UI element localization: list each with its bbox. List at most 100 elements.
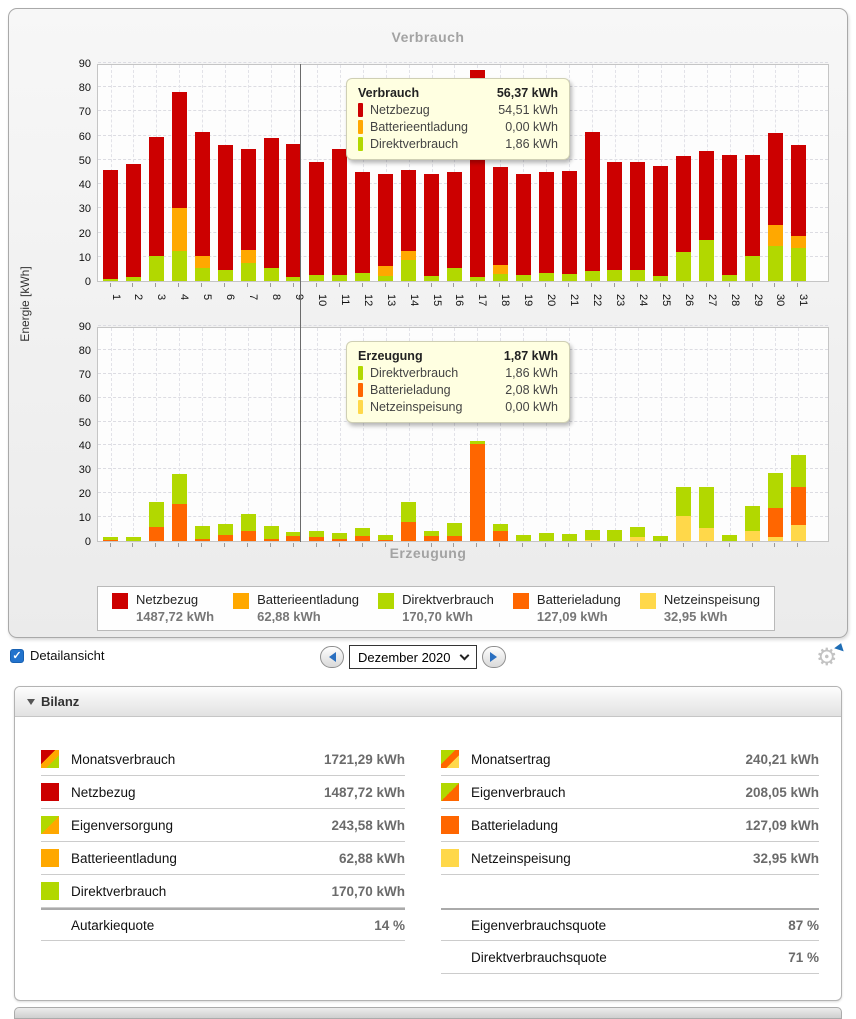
bar-segment-direktverbrauch-day30[interactable]: [767, 245, 783, 281]
bar-segment-batterieentladung-day7[interactable]: [240, 249, 256, 263]
bar-segment-netzeinspeisung-day31[interactable]: [790, 525, 806, 541]
bar-segment-netzbezug-day1[interactable]: [103, 169, 118, 279]
bar-segment-direktverbrauch-day23[interactable]: [607, 530, 623, 541]
bar-segment-batterieladung-day13[interactable]: [378, 539, 394, 541]
bar-segment-batterieladung-day11[interactable]: [332, 538, 348, 541]
bar-segment-direktverbrauch-day16[interactable]: [446, 523, 462, 537]
bar-segment-direktverbrauch-day3[interactable]: [148, 255, 164, 281]
bar-segment-netzbezug-day27[interactable]: [699, 151, 715, 240]
month-select[interactable]: Dezember 2020: [349, 645, 477, 669]
bar-segment-netzbezug-day28[interactable]: [722, 155, 738, 275]
bar-segment-direktverbrauch-day12[interactable]: [355, 527, 371, 537]
bar-segment-direktverbrauch-day15[interactable]: [424, 276, 440, 281]
bar-segment-batterieladung-day18[interactable]: [492, 531, 508, 541]
bar-segment-batterieladung-day5[interactable]: [194, 538, 210, 541]
bar-segment-direktverbrauch-day14[interactable]: [401, 501, 417, 522]
legend-item-netzbezug[interactable]: Netzbezug 1487,72 kWh: [112, 592, 214, 625]
bar-segment-netzbezug-day12[interactable]: [355, 172, 371, 273]
bar-segment-direktverbrauch-day28[interactable]: [722, 274, 738, 281]
bar-segment-netzeinspeisung-day29[interactable]: [745, 531, 761, 541]
bar-segment-netzbezug-day21[interactable]: [561, 170, 577, 274]
bar-segment-netzbezug-day25[interactable]: [653, 165, 669, 277]
bar-segment-batterieladung-day8[interactable]: [263, 538, 279, 541]
bar-segment-direktverbrauch-day21[interactable]: [561, 533, 577, 541]
bar-segment-netzbezug-day5[interactable]: [194, 132, 210, 256]
bar-segment-direktverbrauch-day24[interactable]: [630, 526, 646, 538]
bar-segment-direktverbrauch-day17[interactable]: [469, 277, 485, 281]
settings-button[interactable]: ⚙: [816, 641, 846, 673]
bilanz-header[interactable]: Bilanz: [15, 687, 841, 717]
bar-segment-direktverbrauch-day30[interactable]: [767, 472, 783, 508]
bar-segment-direktverbrauch-day14[interactable]: [401, 260, 417, 281]
bar-segment-netzbezug-day9[interactable]: [286, 144, 302, 277]
legend-item-direktverbrauch[interactable]: Direktverbrauch 170,70 kWh: [378, 592, 494, 625]
bar-segment-direktverbrauch-day19[interactable]: [515, 535, 531, 541]
bar-segment-batterieentladung-day13[interactable]: [378, 266, 394, 277]
bar-segment-direktverbrauch-day24[interactable]: [630, 270, 646, 281]
bar-segment-direktverbrauch-day19[interactable]: [515, 274, 531, 281]
bar-segment-batterieentladung-day5[interactable]: [194, 255, 210, 268]
bar-segment-batterieladung-day14[interactable]: [401, 521, 417, 541]
bar-segment-direktverbrauch-day29[interactable]: [745, 506, 761, 532]
bar-segment-direktverbrauch-day10[interactable]: [309, 274, 325, 281]
bar-segment-batterieladung-day17[interactable]: [469, 444, 485, 541]
bar-segment-batterieladung-day4[interactable]: [171, 503, 187, 541]
bar-segment-direktverbrauch-day6[interactable]: [217, 524, 233, 536]
bar-segment-direktverbrauch-day5[interactable]: [194, 267, 210, 281]
bar-segment-netzbezug-day26[interactable]: [676, 156, 692, 252]
bar-segment-direktverbrauch-day8[interactable]: [263, 525, 279, 539]
bar-segment-direktverbrauch-day2[interactable]: [125, 537, 141, 541]
bar-segment-batterieladung-day7[interactable]: [240, 531, 256, 541]
bar-segment-direktverbrauch-day11[interactable]: [332, 274, 348, 281]
bar-segment-direktverbrauch-day25[interactable]: [653, 276, 669, 281]
bar-segment-netzbezug-day19[interactable]: [515, 174, 531, 275]
bar-segment-direktverbrauch-day22[interactable]: [584, 530, 600, 540]
next-month-button[interactable]: [481, 646, 506, 668]
bar-segment-netzbezug-day2[interactable]: [125, 163, 141, 278]
bar-segment-batterieentladung-day30[interactable]: [767, 225, 783, 246]
bar-segment-direktverbrauch-day7[interactable]: [240, 513, 256, 532]
bar-segment-direktverbrauch-day25[interactable]: [653, 536, 669, 541]
bar-segment-direktverbrauch-day17[interactable]: [469, 440, 485, 445]
bar-segment-direktverbrauch-day13[interactable]: [378, 535, 394, 540]
bar-segment-batterieladung-day9[interactable]: [286, 536, 302, 541]
bar-segment-direktverbrauch-day23[interactable]: [607, 270, 623, 281]
bar-segment-batterieentladung-day18[interactable]: [492, 265, 508, 274]
legend-item-netzeinspeisung[interactable]: Netzeinspeisung 32,95 kWh: [639, 592, 760, 625]
bar-segment-batterieladung-day12[interactable]: [355, 536, 371, 541]
bar-segment-netzeinspeisung-day26[interactable]: [676, 515, 692, 541]
bar-segment-batterieentladung-day4[interactable]: [171, 208, 187, 251]
bar-segment-netzbezug-day3[interactable]: [148, 136, 164, 256]
bar-segment-direktverbrauch-day21[interactable]: [561, 273, 577, 281]
bar-segment-direktverbrauch-day10[interactable]: [309, 531, 325, 538]
bar-segment-direktverbrauch-day28[interactable]: [722, 535, 738, 541]
bar-segment-netzbezug-day4[interactable]: [171, 92, 187, 209]
bar-segment-direktverbrauch-day4[interactable]: [171, 474, 187, 504]
bar-segment-direktverbrauch-day5[interactable]: [194, 525, 210, 539]
bar-segment-netzeinspeisung-day30[interactable]: [767, 537, 783, 541]
bar-segment-direktverbrauch-day29[interactable]: [745, 255, 761, 281]
detail-view-checkbox[interactable]: ✓: [10, 648, 24, 663]
bar-segment-netzbezug-day31[interactable]: [790, 145, 806, 237]
bar-segment-batterieladung-day3[interactable]: [148, 526, 164, 541]
legend-item-batterieladung[interactable]: Batterieladung 127,09 kWh: [512, 592, 621, 625]
bar-segment-batterieladung-day6[interactable]: [217, 535, 233, 541]
bar-segment-batterieladung-day1[interactable]: [103, 539, 118, 541]
bar-segment-netzbezug-day7[interactable]: [240, 149, 256, 250]
bar-segment-direktverbrauch-day18[interactable]: [492, 273, 508, 281]
bar-segment-batterieladung-day30[interactable]: [767, 507, 783, 538]
bar-segment-direktverbrauch-day9[interactable]: [286, 276, 302, 281]
bar-segment-direktverbrauch-day6[interactable]: [217, 270, 233, 281]
bar-segment-direktverbrauch-day20[interactable]: [538, 272, 554, 281]
bar-segment-direktverbrauch-day18[interactable]: [492, 524, 508, 532]
bar-segment-batterieentladung-day31[interactable]: [790, 236, 806, 249]
bar-segment-direktverbrauch-day26[interactable]: [676, 487, 692, 516]
bar-segment-direktverbrauch-day20[interactable]: [538, 532, 554, 541]
bar-segment-batterieladung-day10[interactable]: [309, 537, 325, 541]
bar-segment-netzbezug-day29[interactable]: [745, 155, 761, 256]
bar-segment-netzbezug-day16[interactable]: [446, 172, 462, 268]
bar-segment-direktverbrauch-day2[interactable]: [125, 277, 141, 281]
bar-segment-direktverbrauch-day22[interactable]: [584, 271, 600, 281]
bar-segment-batterieentladung-day14[interactable]: [401, 250, 417, 261]
bar-segment-direktverbrauch-day16[interactable]: [446, 267, 462, 281]
